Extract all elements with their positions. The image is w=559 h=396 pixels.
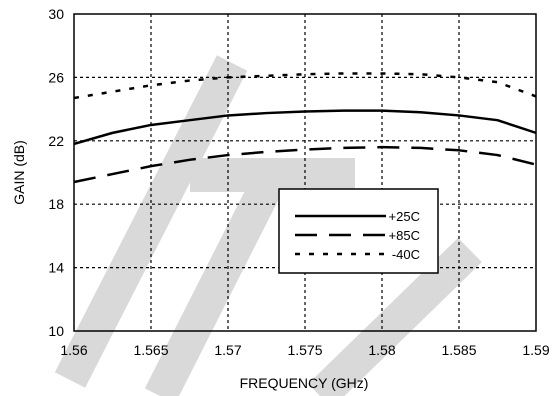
x-tick-label: 1.59 (522, 342, 549, 358)
y-axis-ticks: 10 14 18 22 26 30 (48, 6, 64, 339)
x-tick-label: 1.575 (287, 342, 322, 358)
x-tick-label: 1.585 (441, 342, 476, 358)
series-line (73, 145, 537, 184)
x-tick-label: 1.565 (133, 342, 168, 358)
x-axis-label: FREQUENCY (GHz) (240, 375, 369, 391)
legend-box (278, 188, 439, 274)
y-tick-label: 14 (48, 260, 64, 276)
grid (74, 14, 536, 331)
x-axis-ticks: 1.56 1.565 1.57 1.575 1.58 1.585 1.59 (60, 342, 549, 358)
y-tick-label: 30 (48, 6, 64, 22)
plot-frame (73, 13, 537, 332)
series-line (73, 109, 537, 146)
series-lines (73, 72, 537, 184)
y-tick-label: 18 (48, 196, 64, 212)
legend-label: +25C (389, 209, 420, 224)
legend: +25C +85C -40C (278, 188, 439, 274)
x-tick-label: 1.58 (368, 342, 395, 358)
y-tick-label: 22 (48, 133, 64, 149)
y-tick-label: 10 (48, 323, 64, 339)
x-tick-label: 1.57 (214, 342, 241, 358)
legend-label: -40C (392, 247, 420, 262)
watermark (54, 55, 482, 396)
legend-label: +85C (389, 228, 420, 243)
watermark-stroke (144, 167, 288, 396)
y-axis-label: GAIN (dB) (11, 140, 27, 205)
y-tick-label: 26 (48, 69, 64, 85)
x-tick-label: 1.56 (60, 342, 87, 358)
watermark-stroke (308, 237, 482, 396)
watermark-stroke (54, 55, 248, 388)
